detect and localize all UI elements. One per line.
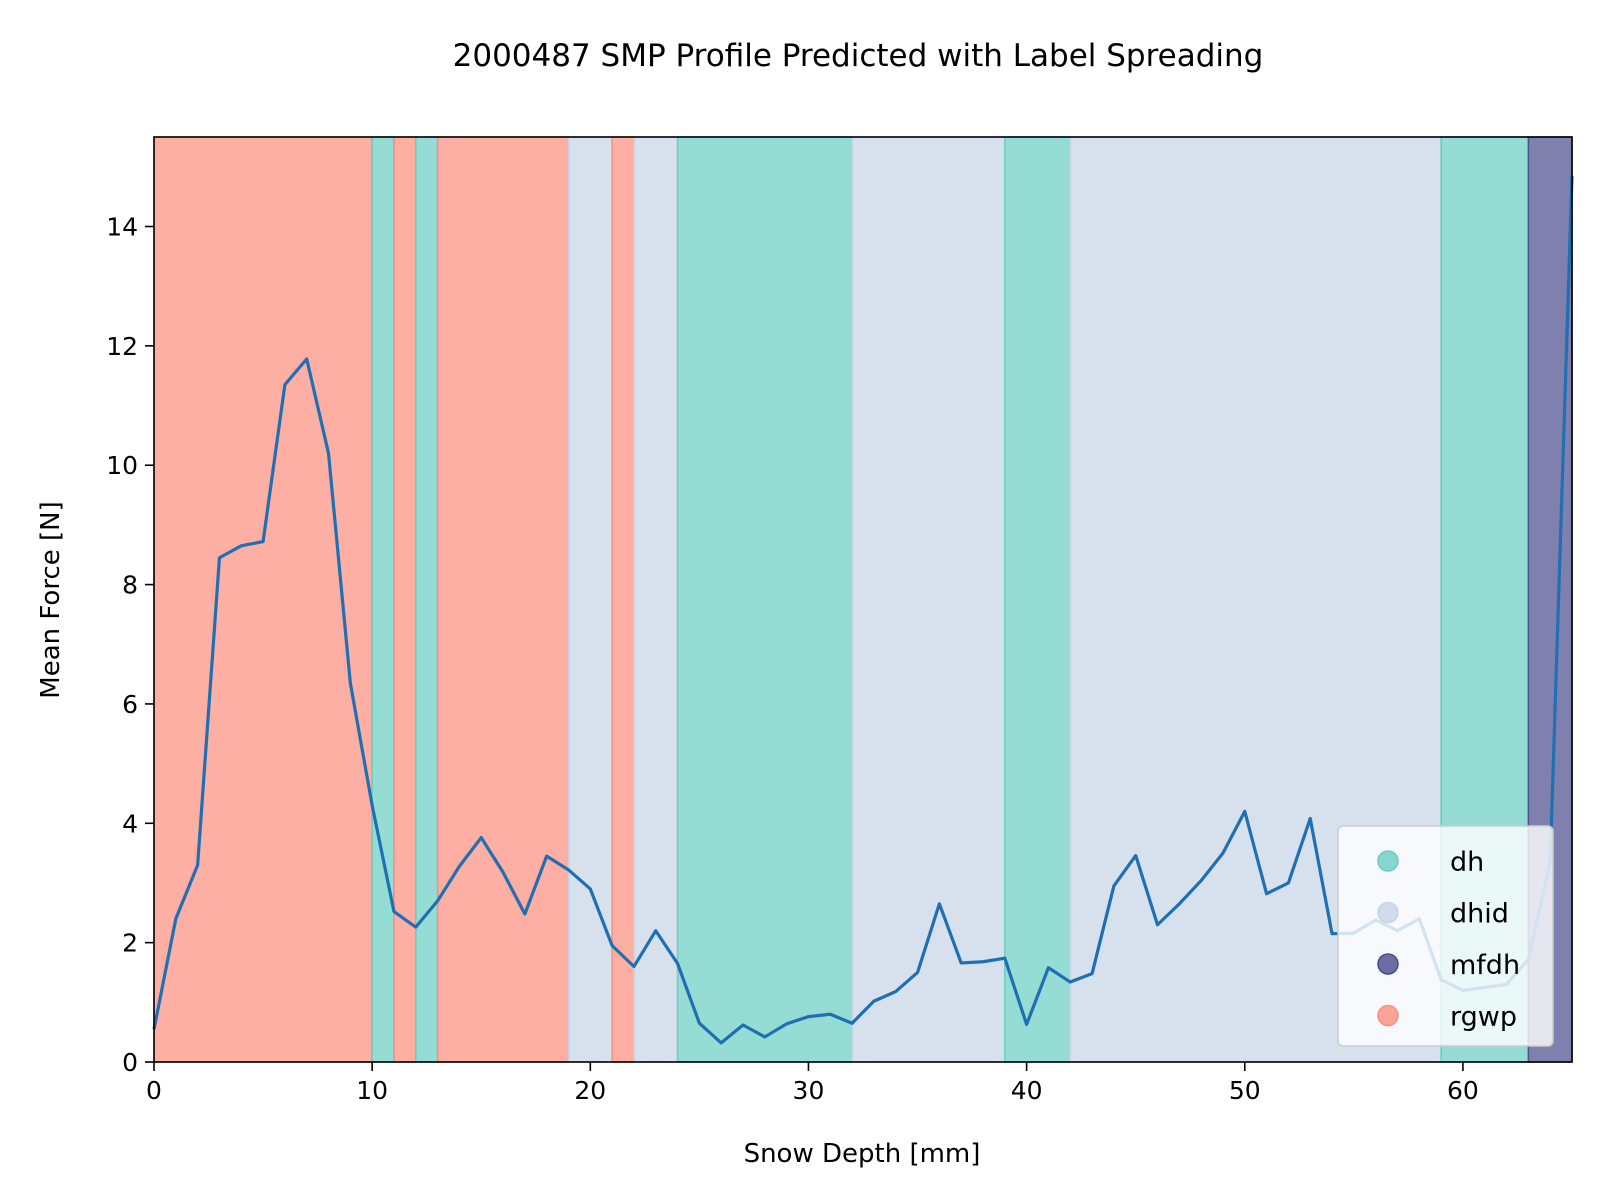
x-axis-label: Snow Depth [mm] <box>744 1139 981 1169</box>
x-tick-label: 30 <box>793 1076 825 1105</box>
y-tick-label: 0 <box>122 1048 138 1077</box>
band-dh <box>1004 136 1071 1063</box>
x-tick-label: 50 <box>1229 1076 1261 1105</box>
x-axis: 0 10 20 30 40 50 60 <box>146 1062 1479 1105</box>
y-tick-label: 2 <box>122 929 138 958</box>
chart-title: 2000487 SMP Profile Predicted with Label… <box>453 38 1264 74</box>
legend-label-dh: dh <box>1450 847 1484 878</box>
band-rgwp <box>436 136 570 1063</box>
y-axis-label: Mean Force [N] <box>36 501 66 698</box>
band-dhid <box>633 136 679 1063</box>
band-dhid <box>851 136 1006 1063</box>
band-rgwp <box>611 136 635 1063</box>
x-tick-label: 10 <box>356 1076 388 1105</box>
band-dh <box>371 136 395 1063</box>
legend-label-dhid: dhid <box>1450 899 1509 930</box>
legend-marker-dhid <box>1377 901 1399 924</box>
y-tick-label: 14 <box>106 213 138 242</box>
band-dhid <box>567 136 613 1063</box>
y-tick-label: 12 <box>106 332 138 361</box>
class-bands <box>153 136 1573 1063</box>
x-tick-label: 40 <box>1011 1076 1043 1105</box>
series-line <box>152 175 1574 1045</box>
legend-label-mfdh: mfdh <box>1450 950 1520 981</box>
band-dh <box>676 136 853 1063</box>
band-rgwp <box>153 136 373 1063</box>
legend-box <box>1337 825 1554 1047</box>
legend: dh dhid mfdh rgwp <box>1337 825 1554 1047</box>
plot-area <box>152 175 1574 1045</box>
x-tick-label: 0 <box>146 1076 162 1105</box>
legend-marker-rgwp <box>1377 1004 1399 1027</box>
x-tick-label: 20 <box>574 1076 606 1105</box>
legend-marker-mfdh <box>1377 953 1399 975</box>
legend-label-rgwp: rgwp <box>1450 1002 1517 1033</box>
x-tick-label: 60 <box>1447 1076 1479 1105</box>
legend-marker-dh <box>1377 850 1399 872</box>
plot-frame <box>153 136 1573 1063</box>
y-axis: 0 2 4 6 8 10 12 14 <box>106 213 154 1077</box>
y-tick-label: 6 <box>122 690 138 719</box>
y-tick-label: 8 <box>122 571 138 600</box>
y-tick-label: 10 <box>106 451 138 480</box>
y-tick-label: 4 <box>122 809 138 838</box>
